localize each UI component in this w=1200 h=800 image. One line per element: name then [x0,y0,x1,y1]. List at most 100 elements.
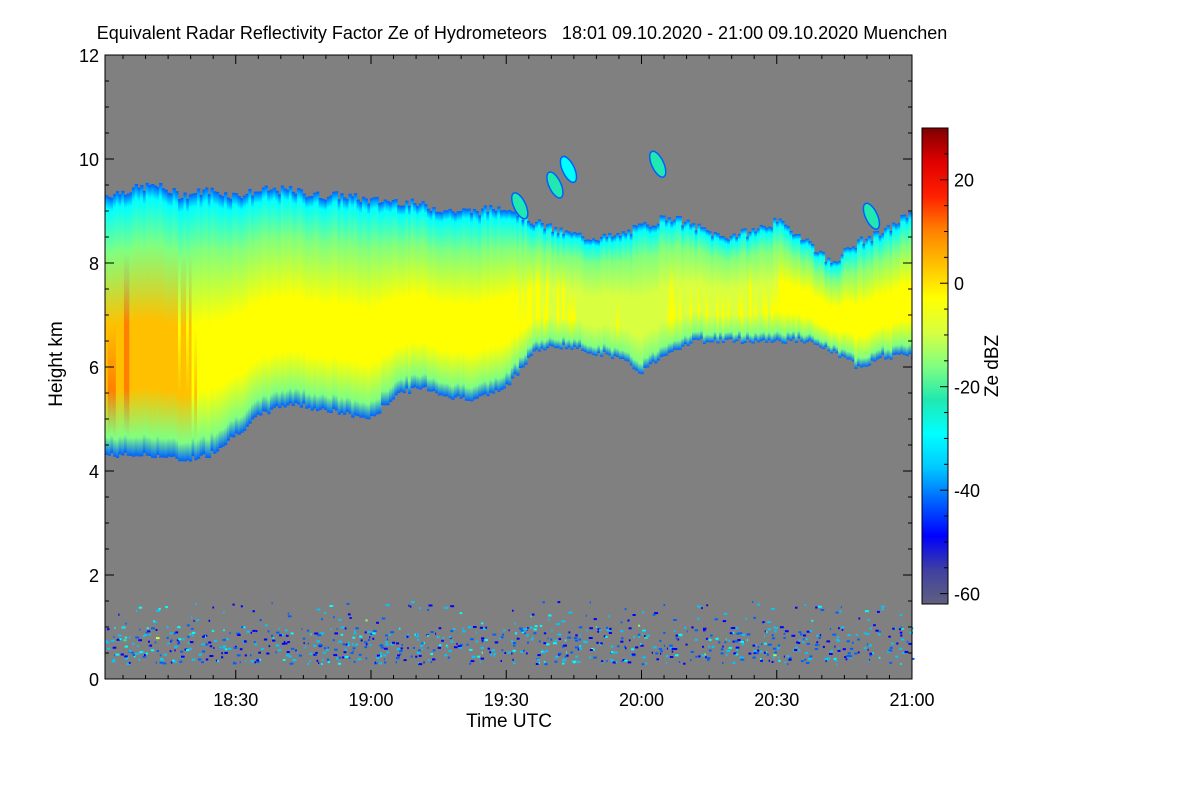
clutter-pixel [385,641,388,643]
clutter-pixel [575,639,579,642]
clutter-pixel [333,616,335,619]
cloud-column [600,236,604,357]
clutter-pixel [579,634,581,637]
clutter-pixel [174,649,176,652]
clutter-pixel [551,629,553,632]
cloud-column [700,227,704,339]
clutter-pixel [513,662,516,665]
clutter-pixel [156,609,160,612]
clutter-pixel [502,633,504,636]
cloud-column [426,208,431,392]
clutter-pixel [191,658,196,661]
clutter-pixel [270,634,274,637]
cloud-column [594,240,598,356]
clutter-pixel [417,661,419,664]
clutter-pixel [355,643,359,646]
cloud-column [765,227,769,343]
clutter-pixel [289,655,292,658]
clutter-pixel [641,633,643,636]
clutter-pixel [697,605,701,608]
cloud-column [767,226,772,341]
clutter-pixel [516,637,520,640]
clutter-pixel [881,605,885,608]
clutter-pixel [329,605,334,607]
cloud-fragment [559,155,578,184]
clutter-pixel [301,628,303,631]
cloud-column [315,191,320,412]
clutter-pixel [177,626,181,629]
clutter-pixel [494,641,499,644]
clutter-pixel [519,627,523,630]
clutter-pixel [255,630,258,633]
clutter-pixel [659,639,662,642]
cloud-column [397,205,401,393]
clutter-pixel [439,644,442,647]
clutter-pixel [513,644,516,647]
clutter-pixel [470,660,475,663]
clutter-pixel [449,636,452,638]
clutter-pixel [796,641,799,644]
clutter-pixel [740,640,744,643]
clutter-pixel [480,647,484,649]
cloud-column [294,193,298,404]
clutter-pixel [348,656,351,659]
clutter-pixel [726,653,728,656]
cloud-column [364,198,368,419]
clutter-pixel [520,629,524,632]
clutter-pixel [202,635,205,638]
clutter-pixel [759,658,762,660]
clutter-pixel [570,651,574,654]
clutter-pixel [611,651,614,654]
x-tick-label: 18:30 [213,690,258,710]
colorbar-tick-label: -60 [954,585,980,605]
clutter-pixel [195,603,197,606]
cloud-column [318,197,323,410]
cloud-column [207,194,212,459]
clutter-pixel [601,662,603,664]
clutter-pixel [900,626,902,629]
clutter-pixel [640,643,642,646]
clutter-pixel [330,628,332,631]
clutter-pixel [316,659,319,662]
clutter-pixel [477,655,481,658]
clutter-pixel [573,637,578,640]
clutter-pixel [589,601,591,604]
plot-axes: 18:30 19:00 19:30 20:00 20:30 21:00 0 2 4 6 8 10 12 [79,46,935,710]
cloud-column [305,197,309,409]
clutter-pixel [286,651,290,653]
clutter-pixel [415,635,419,638]
clutter-pixel [181,655,185,658]
clutter-pixel [707,658,710,661]
cloud-column [161,188,166,458]
cloud-column [865,238,869,367]
cloud-column [886,225,891,359]
clutter-pixel [145,631,148,634]
cloud-column [900,215,904,354]
clutter-pixel [521,631,525,634]
clutter-pixel [358,653,362,656]
cloud-column [870,241,874,361]
cloud-column [797,234,801,339]
cloud-column [448,208,452,399]
cloud-column [686,219,690,347]
clutter-pixel [159,654,162,657]
clutter-pixel [386,651,390,654]
cloud-column [629,234,634,366]
clutter-pixel [221,652,223,655]
clutter-pixel [336,657,339,660]
cloud-column [721,236,726,343]
cloud-column [743,228,747,344]
clutter-pixel [444,606,449,609]
cloud-column [464,208,469,401]
clutter-pixel [554,660,558,663]
cloud-column [884,228,888,360]
clutter-pixel [205,635,207,638]
clutter-pixel [369,644,372,646]
clutter-pixel [370,633,374,635]
clutter-pixel [627,661,632,664]
clutter-pixel [694,638,698,641]
cloud-column [656,223,661,361]
clutter-pixel [863,647,867,650]
clutter-pixel [847,652,851,655]
clutter-pixel [748,652,752,655]
